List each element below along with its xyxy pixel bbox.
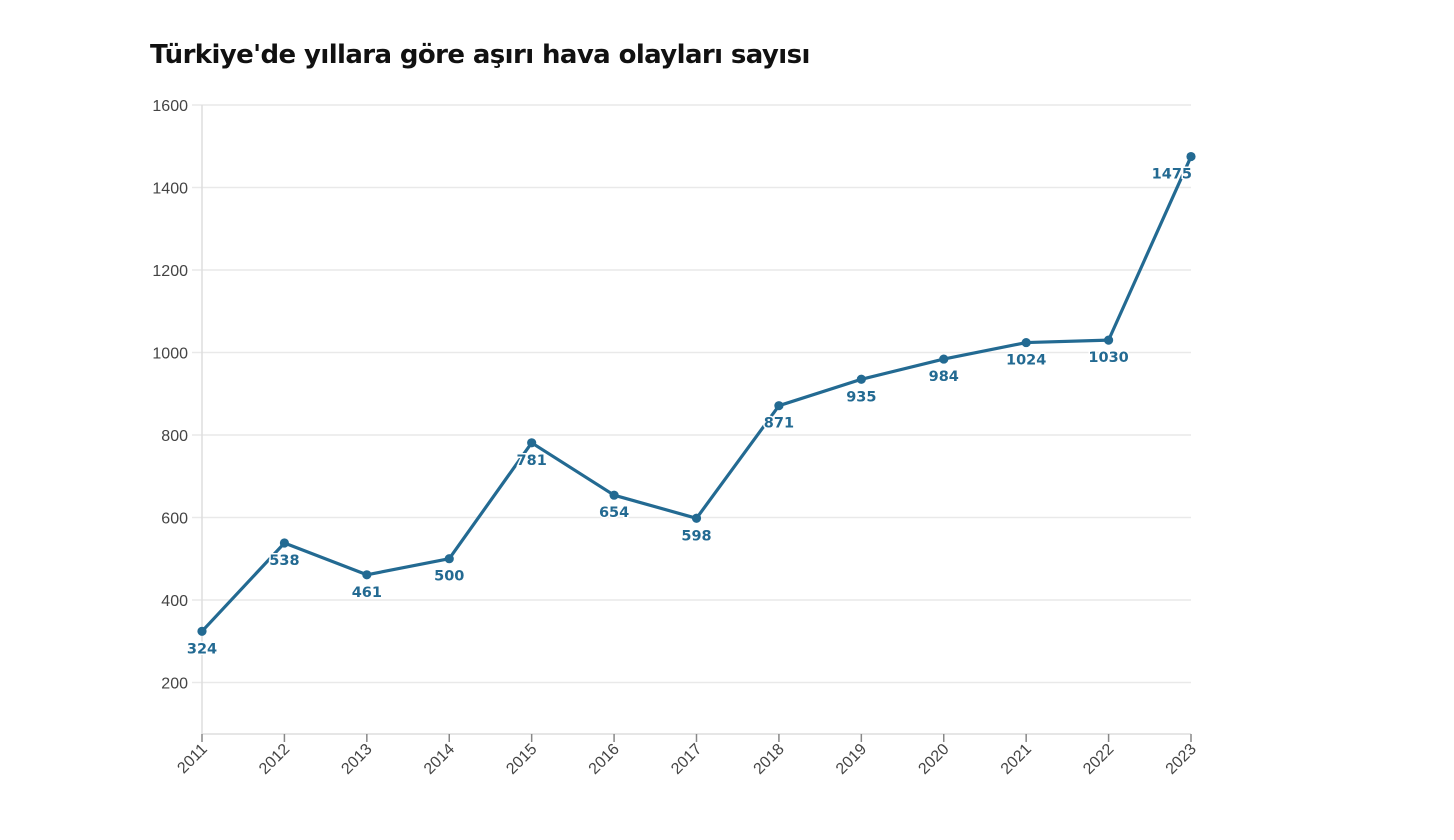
y-tick-label: 400 bbox=[161, 593, 188, 610]
data-point bbox=[856, 374, 866, 384]
data-label: 984 bbox=[929, 369, 959, 385]
y-tick-label: 1000 bbox=[152, 345, 188, 362]
data-label: 781 bbox=[517, 453, 547, 469]
x-tick-label: 2014 bbox=[421, 741, 458, 778]
data-label: 324 bbox=[187, 641, 217, 657]
x-axis: 2011 2012 2013 2014 2015 2016 2017 2018 2019 2020… bbox=[174, 734, 1200, 778]
data-label: 500 bbox=[434, 569, 464, 585]
y-tick-label: 600 bbox=[161, 510, 188, 527]
data-label: 598 bbox=[681, 528, 711, 544]
data-point bbox=[279, 538, 290, 548]
data-label: 461 bbox=[352, 585, 382, 601]
x-tick-label: 2022 bbox=[1080, 741, 1117, 778]
y-tick-label: 1400 bbox=[152, 180, 188, 197]
x-tick-label: 2017 bbox=[668, 741, 705, 778]
data-point bbox=[197, 626, 207, 636]
x-tick-label: 2013 bbox=[338, 741, 375, 778]
y-axis: 200 400 600 800 1000 1200 1400 1600 bbox=[152, 98, 188, 692]
data-point bbox=[774, 401, 784, 411]
data-labels: 324 538 461 500 781 654 598 871 935 984 1024 1030 14… bbox=[185, 165, 1193, 659]
x-tick-label: 2020 bbox=[915, 741, 952, 778]
x-tick-label: 2015 bbox=[503, 741, 540, 778]
data-label: 654 bbox=[599, 505, 629, 521]
x-tick-label: 2021 bbox=[998, 741, 1035, 778]
y-tick-label: 1600 bbox=[152, 98, 188, 115]
data-point bbox=[691, 513, 702, 523]
gridlines bbox=[192, 104, 1191, 735]
y-tick-label: 200 bbox=[161, 675, 188, 692]
data-point bbox=[1186, 151, 1196, 162]
data-label: 871 bbox=[764, 416, 794, 432]
data-point bbox=[609, 490, 619, 500]
series-line bbox=[200, 154, 1193, 633]
x-tick-label: 2023 bbox=[1163, 741, 1200, 778]
series-group bbox=[197, 151, 1196, 636]
x-tick-label: 2018 bbox=[751, 741, 788, 778]
data-label: 1475 bbox=[1152, 167, 1192, 183]
data-point bbox=[1103, 335, 1114, 345]
y-tick-label: 800 bbox=[161, 428, 188, 445]
x-tick-label: 2016 bbox=[586, 741, 623, 778]
data-label: 1024 bbox=[1006, 353, 1046, 369]
x-tick-label: 2011 bbox=[174, 741, 210, 777]
y-tick-label: 1200 bbox=[152, 263, 188, 280]
data-point bbox=[362, 570, 372, 580]
chart-title: Türkiye'de yıllara göre aşırı hava olayl… bbox=[150, 40, 810, 70]
data-label: 935 bbox=[846, 389, 876, 405]
x-tick-label: 2019 bbox=[833, 741, 870, 778]
x-tick-label: 2012 bbox=[256, 741, 293, 778]
data-point bbox=[444, 554, 454, 564]
data-point bbox=[527, 438, 537, 448]
data-label: 1030 bbox=[1088, 350, 1128, 366]
data-label: 538 bbox=[269, 553, 299, 569]
data-point bbox=[939, 354, 949, 364]
data-point bbox=[1021, 337, 1031, 348]
